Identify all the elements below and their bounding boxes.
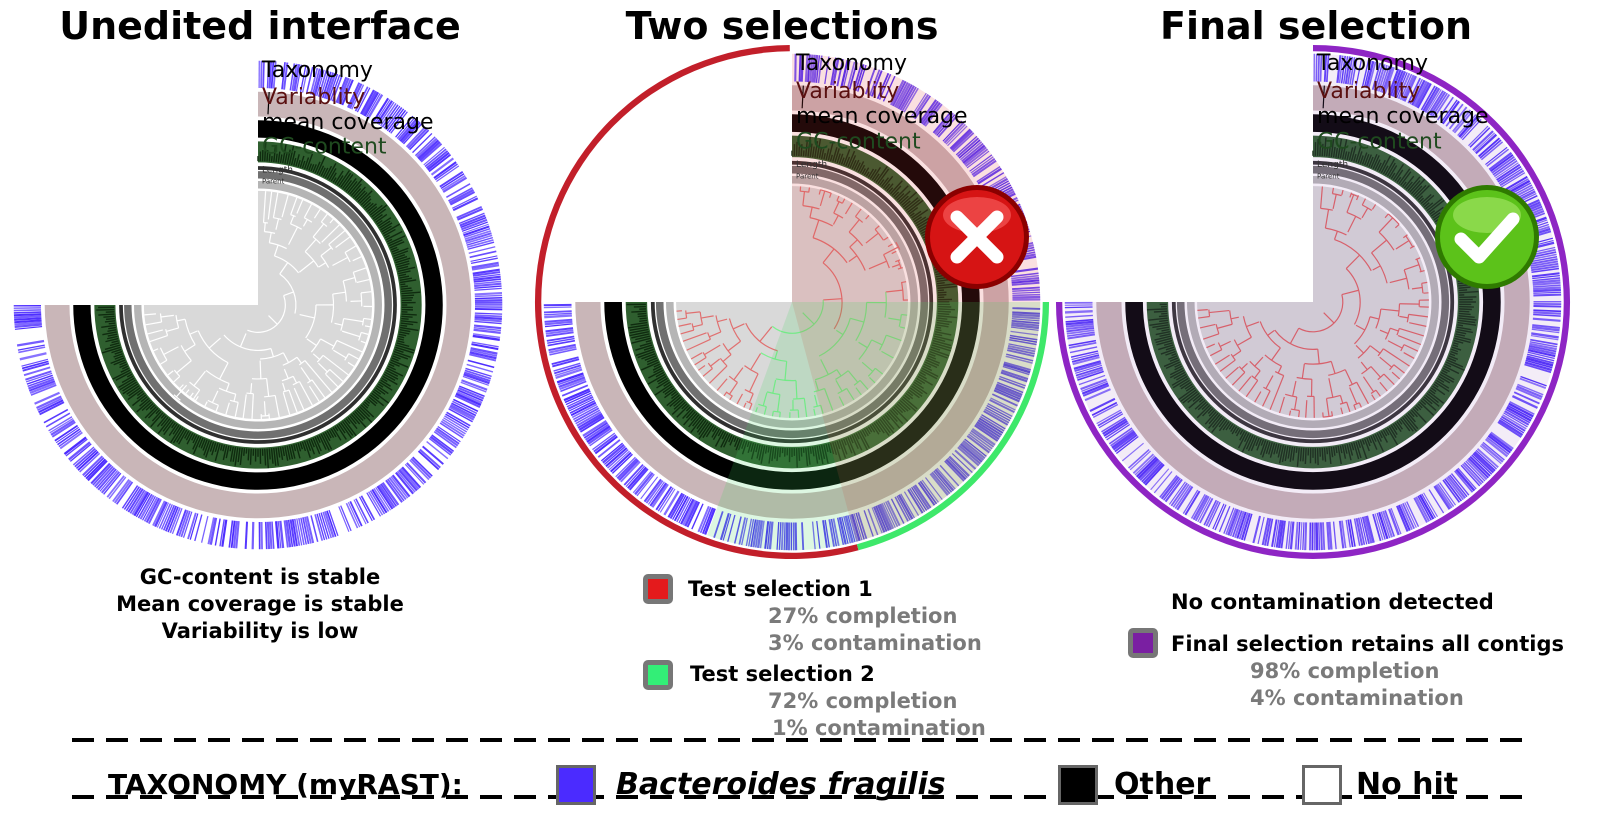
final-arc — [1055, 44, 1571, 560]
selection2-swatch — [643, 660, 673, 690]
selection2-contamination: 1% contamination — [772, 716, 986, 740]
label-parent: Parent — [262, 177, 285, 185]
selection1-arc-top — [534, 44, 790, 302]
taxonomy-stripes — [13, 60, 503, 550]
other-swatch — [1058, 765, 1098, 805]
no-contamination-heading: No contamination detected — [1171, 590, 1494, 614]
cross-icon — [925, 185, 1029, 289]
other-label: Other — [1114, 767, 1211, 802]
label-gc-content: GC-content — [796, 129, 921, 154]
selection2-label: Test selection 2 — [690, 662, 875, 686]
taxonomy-legend-label: TAXONOMY (myRAST): — [108, 768, 463, 801]
label-length: Length — [1317, 160, 1348, 170]
no-hit-label: No hit — [1356, 767, 1459, 802]
caption-coverage-stable: Mean coverage is stable — [116, 592, 404, 616]
dendrogram-tree — [1197, 186, 1429, 418]
selection1-swatch — [643, 574, 673, 604]
label-parent: Parent — [796, 173, 819, 181]
selection2-overlay — [707, 302, 1041, 551]
final-selection-swatch — [1128, 628, 1158, 658]
check-icon — [1435, 185, 1539, 289]
final-overlay — [1064, 53, 1562, 551]
dendrogram-tree — [144, 191, 373, 420]
label-length: Length — [796, 160, 827, 170]
panel-title-final: Final selection — [1160, 4, 1472, 48]
panel-title-unedited: Unedited interface — [59, 4, 461, 48]
label-mean-coverage: mean coverage — [1317, 104, 1489, 129]
selection2-arc — [856, 302, 1050, 551]
selection1-contamination: 3% contamination — [768, 631, 982, 655]
label-gc-content: GC-content — [262, 135, 387, 160]
panel-title-two-selections: Two selections — [625, 4, 939, 48]
selection2-completion: 72% completion — [768, 689, 958, 713]
dendrogram-background — [1197, 186, 1429, 418]
final-contamination: 4% contamination — [1250, 686, 1464, 710]
label-variability: Variablity — [1317, 79, 1420, 104]
label-variability: Variablity — [796, 79, 899, 104]
final-completion: 98% completion — [1250, 659, 1440, 683]
label-mean-coverage: mean coverage — [262, 110, 434, 135]
bacteroides-swatch — [556, 765, 596, 805]
caption-gc-stable: GC-content is stable — [139, 565, 381, 589]
no-hit-swatch — [1302, 765, 1342, 805]
dendrogram-background — [676, 186, 908, 418]
label-variability: Variablity — [262, 85, 365, 110]
dendrogram-background — [143, 190, 373, 420]
label-taxonomy: Taxonomy — [261, 58, 373, 83]
dendrogram-tree — [676, 186, 908, 418]
label-gc-content: GC-content — [1317, 129, 1442, 154]
label-taxonomy: Taxonomy — [795, 51, 907, 76]
panel1-caption: GC-content is stable Mean coverage is st… — [60, 564, 460, 645]
label-parent: Parent — [1317, 173, 1340, 181]
final-selection-label: Final selection retains all contigs — [1171, 632, 1564, 656]
selection1-completion: 27% completion — [768, 604, 958, 628]
bacteroides-label: Bacteroides fragilis — [616, 767, 946, 802]
label-mean-coverage: mean coverage — [796, 104, 968, 129]
caption-variability-low: Variability is low — [161, 619, 359, 643]
taxonomy-stripes — [543, 53, 1041, 551]
selection1-overlay — [792, 53, 1041, 542]
label-taxonomy: Taxonomy — [1316, 51, 1428, 76]
selection1-label: Test selection 1 — [688, 577, 873, 601]
gc-ring-spikes — [96, 141, 421, 469]
label-length: Length — [262, 165, 293, 175]
